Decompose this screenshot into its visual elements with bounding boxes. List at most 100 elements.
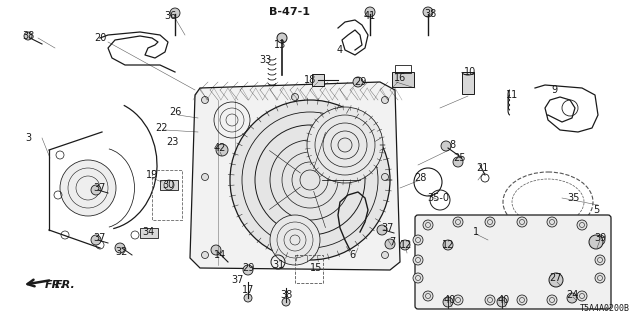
Text: 38: 38 <box>424 9 436 19</box>
Circle shape <box>517 217 527 227</box>
Circle shape <box>413 255 423 265</box>
Text: 10: 10 <box>464 67 476 77</box>
Text: 29: 29 <box>354 77 366 87</box>
Circle shape <box>244 294 252 302</box>
Text: 13: 13 <box>274 40 286 50</box>
Text: 21: 21 <box>476 163 488 173</box>
Text: 38: 38 <box>22 31 34 41</box>
Bar <box>312 74 324 86</box>
Text: 5: 5 <box>593 205 599 215</box>
Circle shape <box>230 100 390 260</box>
Circle shape <box>517 295 527 305</box>
Circle shape <box>453 217 463 227</box>
Circle shape <box>547 295 557 305</box>
Circle shape <box>443 297 453 307</box>
Circle shape <box>400 240 410 250</box>
Circle shape <box>170 8 180 18</box>
Text: 37: 37 <box>232 275 244 285</box>
Circle shape <box>381 252 388 259</box>
Text: 36: 36 <box>164 11 176 21</box>
Text: 42: 42 <box>214 143 226 153</box>
Circle shape <box>549 273 563 287</box>
Text: 23: 23 <box>166 137 178 147</box>
Text: 28: 28 <box>414 173 426 183</box>
Circle shape <box>243 265 253 275</box>
Text: 7: 7 <box>389 237 395 247</box>
Text: 37: 37 <box>94 233 106 243</box>
Text: 14: 14 <box>214 250 226 260</box>
Circle shape <box>441 141 451 151</box>
Text: 12: 12 <box>442 240 454 250</box>
Text: B-47-1: B-47-1 <box>269 7 310 17</box>
Text: 3: 3 <box>25 133 31 143</box>
Bar <box>462 72 474 94</box>
Text: 34: 34 <box>142 227 154 237</box>
Bar <box>160 180 178 190</box>
Text: 19: 19 <box>146 170 158 180</box>
Circle shape <box>577 291 587 301</box>
Text: 41: 41 <box>364 11 376 21</box>
Bar <box>392 72 414 87</box>
Text: 33: 33 <box>259 55 271 65</box>
Circle shape <box>202 97 209 103</box>
Polygon shape <box>190 82 400 270</box>
Text: T5A4A0200B: T5A4A0200B <box>580 304 630 313</box>
Text: FR.: FR. <box>45 280 65 290</box>
Text: 31: 31 <box>272 260 284 270</box>
Circle shape <box>270 215 320 265</box>
Circle shape <box>91 235 101 245</box>
Text: 11: 11 <box>506 90 518 100</box>
Circle shape <box>453 295 463 305</box>
Text: 35-0: 35-0 <box>427 193 449 203</box>
Circle shape <box>595 273 605 283</box>
Circle shape <box>277 33 287 43</box>
Circle shape <box>485 295 495 305</box>
Bar <box>152 170 182 220</box>
Circle shape <box>423 220 433 230</box>
Circle shape <box>577 220 587 230</box>
Circle shape <box>381 97 388 103</box>
Text: 18: 18 <box>304 75 316 85</box>
Circle shape <box>547 217 557 227</box>
Text: 40: 40 <box>498 295 510 305</box>
Circle shape <box>24 32 32 40</box>
Text: 24: 24 <box>566 290 578 300</box>
Circle shape <box>413 273 423 283</box>
Text: 29: 29 <box>242 263 254 273</box>
Circle shape <box>60 160 116 216</box>
Text: 20: 20 <box>94 33 106 43</box>
Circle shape <box>595 255 605 265</box>
Circle shape <box>443 240 453 250</box>
Circle shape <box>423 7 433 17</box>
Text: 30: 30 <box>162 180 174 190</box>
Text: 27: 27 <box>550 273 563 283</box>
Circle shape <box>353 77 363 87</box>
Circle shape <box>595 235 605 245</box>
Circle shape <box>385 239 395 249</box>
Text: 40: 40 <box>444 295 456 305</box>
Text: 12: 12 <box>400 240 412 250</box>
Bar <box>140 228 158 238</box>
FancyBboxPatch shape <box>415 215 611 309</box>
Circle shape <box>282 298 290 306</box>
Bar <box>395 65 411 73</box>
Text: 8: 8 <box>449 140 455 150</box>
Circle shape <box>377 225 387 235</box>
Text: 16: 16 <box>394 73 406 83</box>
Text: 35: 35 <box>568 193 580 203</box>
Circle shape <box>567 293 577 303</box>
Text: 39: 39 <box>594 233 606 243</box>
Circle shape <box>413 235 423 245</box>
Text: 17: 17 <box>242 285 254 295</box>
Bar <box>295 255 323 283</box>
Circle shape <box>589 235 603 249</box>
Text: 15: 15 <box>310 263 322 273</box>
Circle shape <box>216 144 228 156</box>
Circle shape <box>485 217 495 227</box>
Text: FR.: FR. <box>55 280 76 290</box>
Circle shape <box>211 245 221 255</box>
Circle shape <box>115 243 125 253</box>
Text: 9: 9 <box>551 85 557 95</box>
Circle shape <box>365 7 375 17</box>
Circle shape <box>202 252 209 259</box>
